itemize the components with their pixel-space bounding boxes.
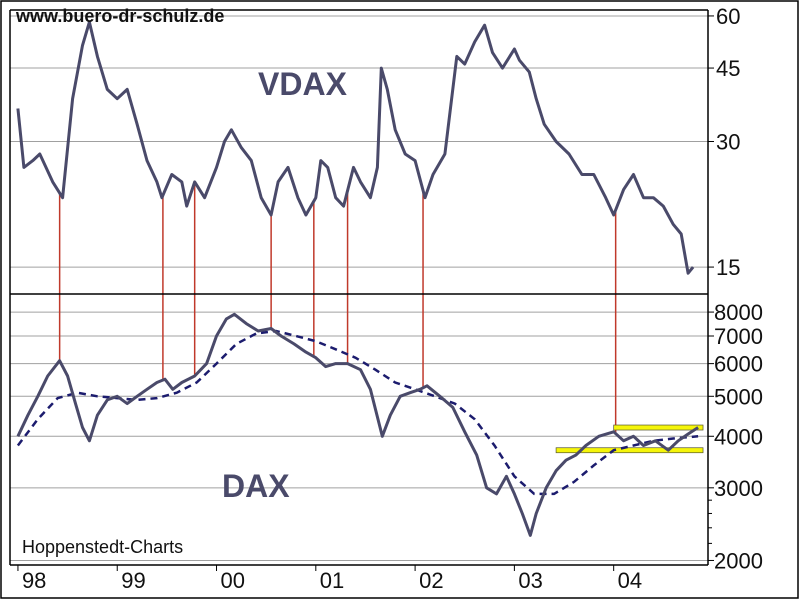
grid-layer (10, 15, 708, 561)
x-tick-label: 98 (22, 568, 46, 593)
source-url: www.buero-dr-schulz.de (15, 6, 224, 26)
support-bands (555, 424, 704, 454)
vdax-y-tick-label: 60 (716, 4, 740, 29)
dax-y-tick-label: 6000 (714, 352, 763, 377)
dax-y-tick-label: 8000 (714, 300, 763, 325)
vdax-line (16, 20, 695, 275)
series-lines (16, 20, 699, 537)
support-band (613, 424, 704, 431)
dax-y-tick-label: 2000 (714, 548, 763, 573)
vdax-y-tick-label: 30 (716, 130, 740, 155)
dax-y-tick-label: 4000 (714, 424, 763, 449)
dax-y-tick-label: 3000 (714, 476, 763, 501)
dax-line (16, 312, 699, 537)
dax-y-tick-label: 7000 (714, 324, 763, 349)
x-tick-label: 99 (121, 568, 145, 593)
chart-credit: Hoppenstedt-Charts (22, 537, 183, 557)
x-tick-label: 02 (419, 568, 443, 593)
x-tick-label: 03 (518, 568, 542, 593)
vdax-y-tick-label: 45 (716, 56, 740, 81)
support-band (555, 447, 704, 454)
signal-lines (58, 181, 617, 434)
x-tick-label: 04 (618, 568, 642, 593)
vdax-y-tick-label: 15 (716, 255, 740, 280)
x-tick-label: 00 (221, 568, 245, 593)
dax-y-tick-label: 5000 (714, 384, 763, 409)
x-tick-label: 01 (320, 568, 344, 593)
vdax-panel-title: VDAX (258, 66, 348, 102)
dax-moving-average-line (16, 329, 699, 496)
dax-panel-title: DAX (222, 468, 290, 504)
